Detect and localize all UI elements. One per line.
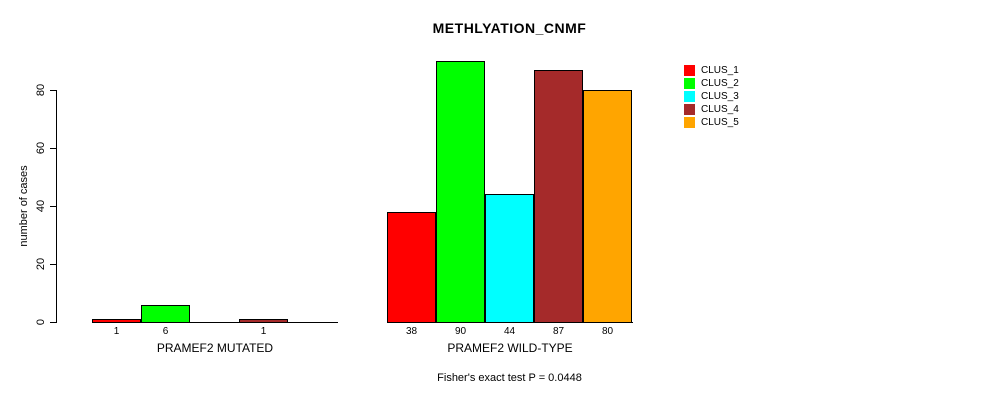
- bar-clus_4-group0: [239, 319, 288, 323]
- y-axis-tick: [50, 322, 56, 323]
- bar-clus_1-group0: [92, 319, 141, 323]
- y-axis-tick-label: 20: [35, 257, 47, 271]
- y-axis-tick: [50, 206, 56, 207]
- y-axis-line: [56, 90, 57, 323]
- bar-value-label: 44: [503, 326, 516, 337]
- x-axis-baseline: [92, 322, 338, 323]
- bar-clus_5-group1: [583, 90, 632, 323]
- legend-label: CLUS_4: [701, 104, 739, 115]
- y-axis-tick-label: 60: [35, 141, 47, 155]
- x-axis-group-label-wild-type: PRAMEF2 WILD-TYPE: [447, 341, 573, 355]
- legend-color-swatch: [684, 78, 695, 89]
- chart-title: METHLYATION_CNMF: [432, 20, 587, 36]
- bar-value-label: 80: [601, 326, 614, 337]
- bar-clus_4-group1: [534, 70, 583, 323]
- bar-value-label: 87: [552, 326, 565, 337]
- y-axis-tick: [50, 148, 56, 149]
- y-axis-tick: [50, 264, 56, 265]
- y-axis-label: number of cases: [18, 165, 30, 247]
- y-axis-tick: [50, 90, 56, 91]
- bar-clus_3-group1: [485, 194, 534, 323]
- legend-entry-clus_5: CLUS_5: [684, 117, 739, 128]
- legend-label: CLUS_5: [701, 117, 739, 128]
- legend-label: CLUS_2: [701, 78, 739, 89]
- legend-label: CLUS_3: [701, 91, 739, 102]
- legend-entry-clus_3: CLUS_3: [684, 91, 739, 102]
- bar-value-label: 6: [162, 326, 169, 337]
- legend-label: CLUS_1: [701, 65, 739, 76]
- y-axis-tick-label: 0: [35, 318, 47, 326]
- y-axis-tick-label: 80: [35, 83, 47, 97]
- legend-color-swatch: [684, 91, 695, 102]
- bar-clus_2-group0: [141, 305, 190, 323]
- bar-clus_1-group1: [387, 212, 436, 323]
- bar-value-label: 1: [113, 326, 120, 337]
- x-axis-group-label-mutated: PRAMEF2 MUTATED: [156, 341, 274, 355]
- fisher-exact-test-annotation: Fisher's exact test P = 0.0448: [437, 372, 582, 384]
- bar-value-label: 38: [405, 326, 418, 337]
- bar-value-label: 1: [260, 326, 267, 337]
- legend-entry-clus_1: CLUS_1: [684, 65, 739, 76]
- legend-color-swatch: [684, 65, 695, 76]
- legend-color-swatch: [684, 104, 695, 115]
- bar-clus_2-group1: [436, 61, 485, 323]
- legend-entry-clus_4: CLUS_4: [684, 104, 739, 115]
- legend-entry-clus_2: CLUS_2: [684, 78, 739, 89]
- legend-color-swatch: [684, 117, 695, 128]
- y-axis-tick-label: 40: [35, 199, 47, 213]
- bar-value-label: 90: [454, 326, 467, 337]
